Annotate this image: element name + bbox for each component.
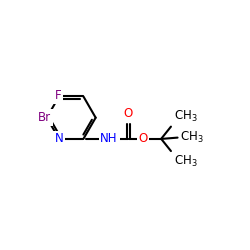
Text: NH: NH (100, 132, 118, 145)
Text: CH$_3$: CH$_3$ (174, 154, 198, 168)
Text: CH$_3$: CH$_3$ (180, 130, 204, 145)
Text: O: O (138, 132, 147, 145)
Text: O: O (124, 107, 133, 120)
Text: CH$_3$: CH$_3$ (174, 109, 198, 124)
Text: Br: Br (38, 111, 51, 124)
Text: N: N (54, 132, 64, 145)
Text: F: F (54, 89, 61, 102)
